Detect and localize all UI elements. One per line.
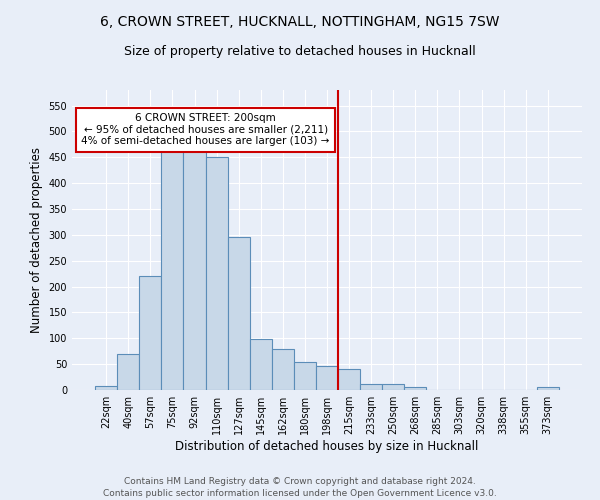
Text: 6, CROWN STREET, HUCKNALL, NOTTINGHAM, NG15 7SW: 6, CROWN STREET, HUCKNALL, NOTTINGHAM, N…	[100, 15, 500, 29]
Bar	[294, 362, 316, 390]
Bar	[404, 388, 427, 390]
Bar	[206, 157, 227, 390]
Bar	[537, 388, 559, 390]
Bar	[316, 366, 338, 390]
Text: 6 CROWN STREET: 200sqm
← 95% of detached houses are smaller (2,211)
4% of semi-d: 6 CROWN STREET: 200sqm ← 95% of detached…	[82, 114, 330, 146]
Text: Size of property relative to detached houses in Hucknall: Size of property relative to detached ho…	[124, 45, 476, 58]
Bar	[360, 384, 382, 390]
Bar	[227, 238, 250, 390]
Bar	[250, 340, 272, 390]
Bar	[272, 348, 294, 390]
X-axis label: Distribution of detached houses by size in Hucknall: Distribution of detached houses by size …	[175, 440, 479, 453]
Bar	[117, 354, 139, 390]
Bar	[382, 384, 404, 390]
Bar	[139, 276, 161, 390]
Bar	[161, 144, 184, 390]
Y-axis label: Number of detached properties: Number of detached properties	[30, 147, 43, 333]
Text: Contains HM Land Registry data © Crown copyright and database right 2024.
Contai: Contains HM Land Registry data © Crown c…	[103, 476, 497, 498]
Bar	[184, 142, 206, 390]
Bar	[338, 370, 360, 390]
Bar	[95, 386, 117, 390]
